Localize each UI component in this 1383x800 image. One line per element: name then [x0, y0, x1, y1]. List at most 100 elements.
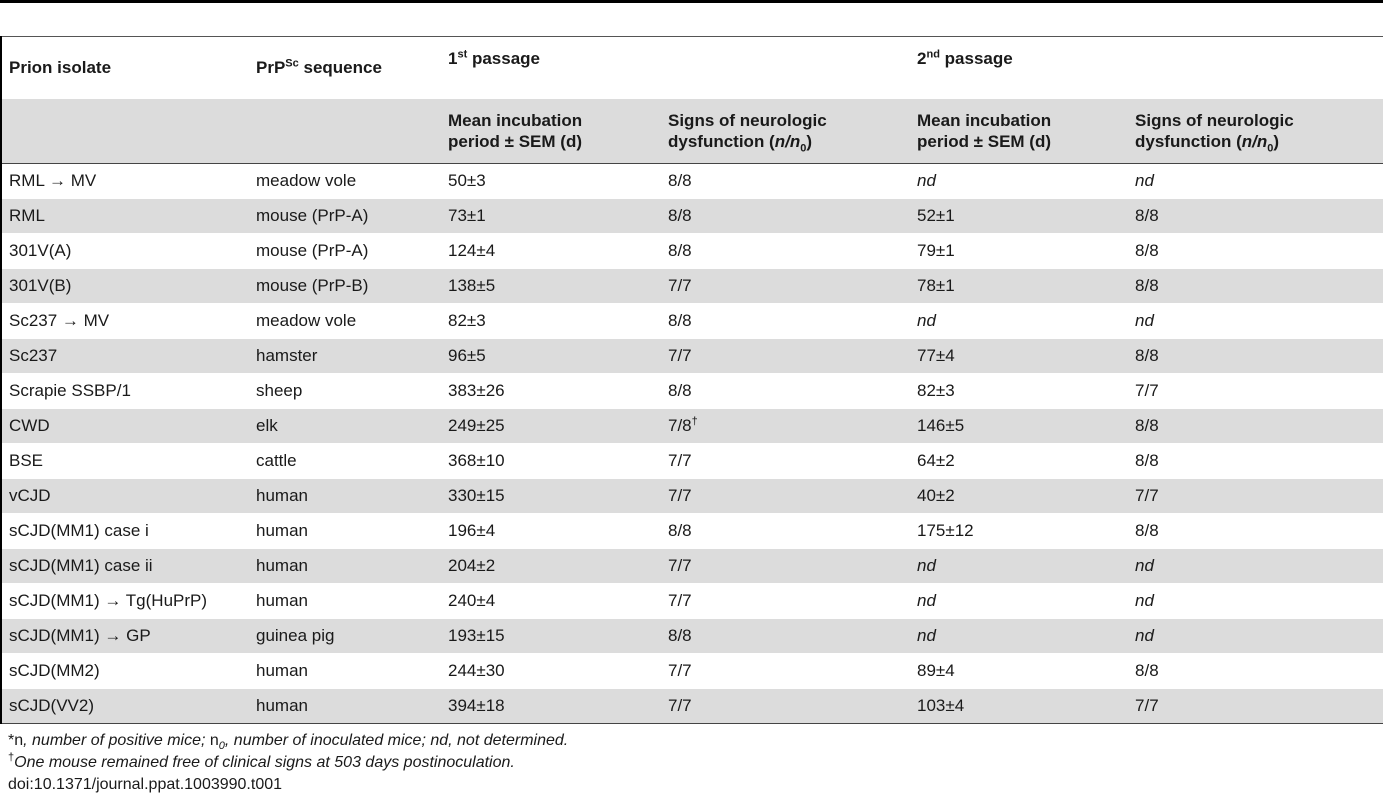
cell-p1-incubation: 368±10	[439, 443, 659, 479]
cell-p1-incubation: 73±1	[439, 198, 659, 234]
cell-p1-signs: 8/8	[659, 618, 909, 654]
cell-p1-incubation: 193±15	[439, 618, 659, 654]
header-row-2: Mean incubation period ± SEM (d) Signs of…	[0, 99, 1383, 164]
cell-p1-signs: 7/7	[659, 653, 909, 689]
cell-prp-sequence: human	[247, 478, 439, 514]
cell-p1-signs: 8/8	[659, 513, 909, 549]
header-second-passage: 2nd passage	[908, 37, 1383, 99]
cell-prp-sequence: mouse (PrP-A)	[247, 198, 439, 234]
cell-p2-signs: nd	[1126, 548, 1383, 584]
cell-prp-sequence: guinea pig	[247, 618, 439, 654]
cell-p1-signs: 7/7	[659, 688, 909, 724]
cell-p2-signs: 8/8	[1126, 408, 1383, 444]
cell-prion-isolate: sCJD(MM1) → Tg(HuPrP)	[0, 583, 247, 619]
cell-prion-isolate: Sc237 → MV	[0, 303, 247, 339]
cell-p2-incubation: 77±4	[908, 338, 1127, 374]
left-border	[0, 36, 2, 724]
cell-p2-incubation: nd	[908, 548, 1127, 584]
cell-prion-isolate: CWD	[0, 408, 247, 444]
table-row: sCJD(MM1) case ii human 204±2 7/7 nd nd	[0, 548, 1383, 584]
header-p2-signs: Signs of neurologic dysfunction (n/n0)	[1126, 99, 1383, 164]
cell-prp-sequence: human	[247, 583, 439, 619]
cell-p2-signs: 8/8	[1126, 513, 1383, 549]
cell-prion-isolate: sCJD(MM2)	[0, 653, 247, 689]
cell-prion-isolate: sCJD(MM1) case i	[0, 513, 247, 549]
table-row: vCJD human 330±15 7/7 40±2 7/7	[0, 478, 1383, 514]
cell-p2-incubation: nd	[908, 618, 1127, 654]
table-row: RML → MV meadow vole 50±3 8/8 nd nd	[0, 163, 1383, 199]
cell-p1-incubation: 244±30	[439, 653, 659, 689]
cell-p1-incubation: 50±3	[439, 163, 659, 199]
table-row: Sc237 → MV meadow vole 82±3 8/8 nd nd	[0, 303, 1383, 339]
cell-p1-signs: 7/7	[659, 268, 909, 304]
cell-p2-signs: 8/8	[1126, 443, 1383, 479]
cell-p1-incubation: 240±4	[439, 583, 659, 619]
cell-prp-sequence: human	[247, 513, 439, 549]
footnotes: *n, number of positive mice; n0, number …	[8, 730, 568, 796]
cell-p1-signs: 8/8	[659, 163, 909, 199]
cell-p2-signs: 8/8	[1126, 198, 1383, 234]
table-row: BSE cattle 368±10 7/7 64±2 8/8	[0, 443, 1383, 479]
cell-p2-signs: 7/7	[1126, 373, 1383, 409]
cell-prion-isolate: vCJD	[0, 478, 247, 514]
cell-p2-incubation: 103±4	[908, 688, 1127, 724]
cell-prion-isolate: sCJD(VV2)	[0, 688, 247, 724]
table-row: CWD elk 249±25 7/8† 146±5 8/8	[0, 408, 1383, 444]
cell-p1-signs: 7/7	[659, 583, 909, 619]
cell-p2-incubation: 78±1	[908, 268, 1127, 304]
cell-p2-incubation: 146±5	[908, 408, 1127, 444]
cell-prp-sequence: meadow vole	[247, 163, 439, 199]
cell-p1-incubation: 196±4	[439, 513, 659, 549]
cell-prion-isolate: BSE	[0, 443, 247, 479]
cell-p2-signs: 8/8	[1126, 233, 1383, 269]
cell-p1-signs: 8/8	[659, 303, 909, 339]
cell-p1-incubation: 394±18	[439, 688, 659, 724]
cell-p2-incubation: nd	[908, 163, 1127, 199]
cell-p2-signs: 8/8	[1126, 338, 1383, 374]
header-first-passage: 1st passage	[439, 37, 909, 99]
cell-prp-sequence: hamster	[247, 338, 439, 374]
cell-prion-isolate: RML	[0, 198, 247, 234]
table-frame: Prion isolate PrPSc sequence 1st passage…	[0, 36, 1383, 724]
cell-p2-incubation: nd	[908, 583, 1127, 619]
cell-p1-incubation: 249±25	[439, 408, 659, 444]
header-prp-sequence: PrPSc sequence	[247, 37, 439, 99]
cell-prp-sequence: elk	[247, 408, 439, 444]
cell-p1-signs: 8/8	[659, 198, 909, 234]
cell-p1-signs: 8/8	[659, 373, 909, 409]
header-top-rule	[0, 36, 1383, 37]
cell-p1-signs: 7/7	[659, 548, 909, 584]
cell-p2-incubation: 89±4	[908, 653, 1127, 689]
cell-prp-sequence: sheep	[247, 373, 439, 409]
header-blank-1	[0, 99, 247, 164]
table-row: Scrapie SSBP/1 sheep 383±26 8/8 82±3 7/7	[0, 373, 1383, 409]
cell-p1-signs: 7/7	[659, 443, 909, 479]
cell-p2-incubation: 79±1	[908, 233, 1127, 269]
cell-p1-incubation: 330±15	[439, 478, 659, 514]
data-table: Prion isolate PrPSc sequence 1st passage…	[0, 37, 1383, 724]
header-row-1: Prion isolate PrPSc sequence 1st passage…	[0, 37, 1383, 99]
cell-p2-incubation: 82±3	[908, 373, 1127, 409]
table-row: Sc237 hamster 96±5 7/7 77±4 8/8	[0, 338, 1383, 374]
cell-p2-signs: nd	[1126, 618, 1383, 654]
table-row: sCJD(MM1) → GP guinea pig 193±15 8/8 nd nd	[0, 618, 1383, 654]
cell-prp-sequence: mouse (PrP-A)	[247, 233, 439, 269]
cell-p2-signs: 8/8	[1126, 653, 1383, 689]
header-prion-isolate: Prion isolate	[0, 37, 247, 99]
cell-prp-sequence: human	[247, 653, 439, 689]
table-row: sCJD(VV2) human 394±18 7/7 103±4 7/7	[0, 688, 1383, 724]
table-row: RML mouse (PrP-A) 73±1 8/8 52±1 8/8	[0, 198, 1383, 234]
cell-p2-incubation: 40±2	[908, 478, 1127, 514]
cell-p2-incubation: nd	[908, 303, 1127, 339]
cell-p1-signs: 7/7	[659, 478, 909, 514]
cell-prion-isolate: 301V(B)	[0, 268, 247, 304]
dagger-mark: †	[691, 415, 698, 428]
cell-prp-sequence: meadow vole	[247, 303, 439, 339]
header-blank-2	[247, 99, 439, 164]
cell-p1-signs: 7/8†	[659, 408, 909, 444]
cell-p1-incubation: 96±5	[439, 338, 659, 374]
table-row: 301V(B) mouse (PrP-B) 138±5 7/7 78±1 8/8	[0, 268, 1383, 304]
footnote-dagger: †One mouse remained free of clinical sig…	[8, 751, 515, 771]
cell-p2-incubation: 64±2	[908, 443, 1127, 479]
